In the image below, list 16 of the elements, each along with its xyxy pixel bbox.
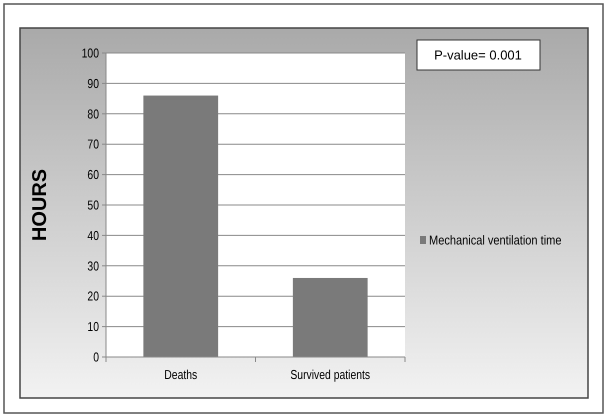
y-tick-label: 20 — [87, 290, 100, 304]
y-tick-label: 60 — [87, 168, 100, 182]
y-tick-label: 10 — [87, 320, 100, 334]
y-axis-title: HOURS — [29, 168, 51, 242]
legend-label: Mechanical ventilation time — [429, 232, 562, 248]
text: P-value= 0.001 — [434, 48, 522, 63]
y-tick-label: 30 — [87, 259, 100, 274]
y-tick-label: 90 — [87, 76, 100, 92]
x-tick-label: Deaths — [164, 368, 198, 382]
y-tick-label: 100 — [82, 46, 100, 61]
y-tick-label: 0 — [93, 350, 100, 365]
y-tick-label: 50 — [87, 198, 100, 213]
y-tick-label: 40 — [87, 228, 100, 244]
x-tick-label: Survived patients — [290, 368, 370, 382]
y-tick-label: 80 — [87, 107, 100, 122]
y-tick-label: 70 — [87, 138, 100, 152]
